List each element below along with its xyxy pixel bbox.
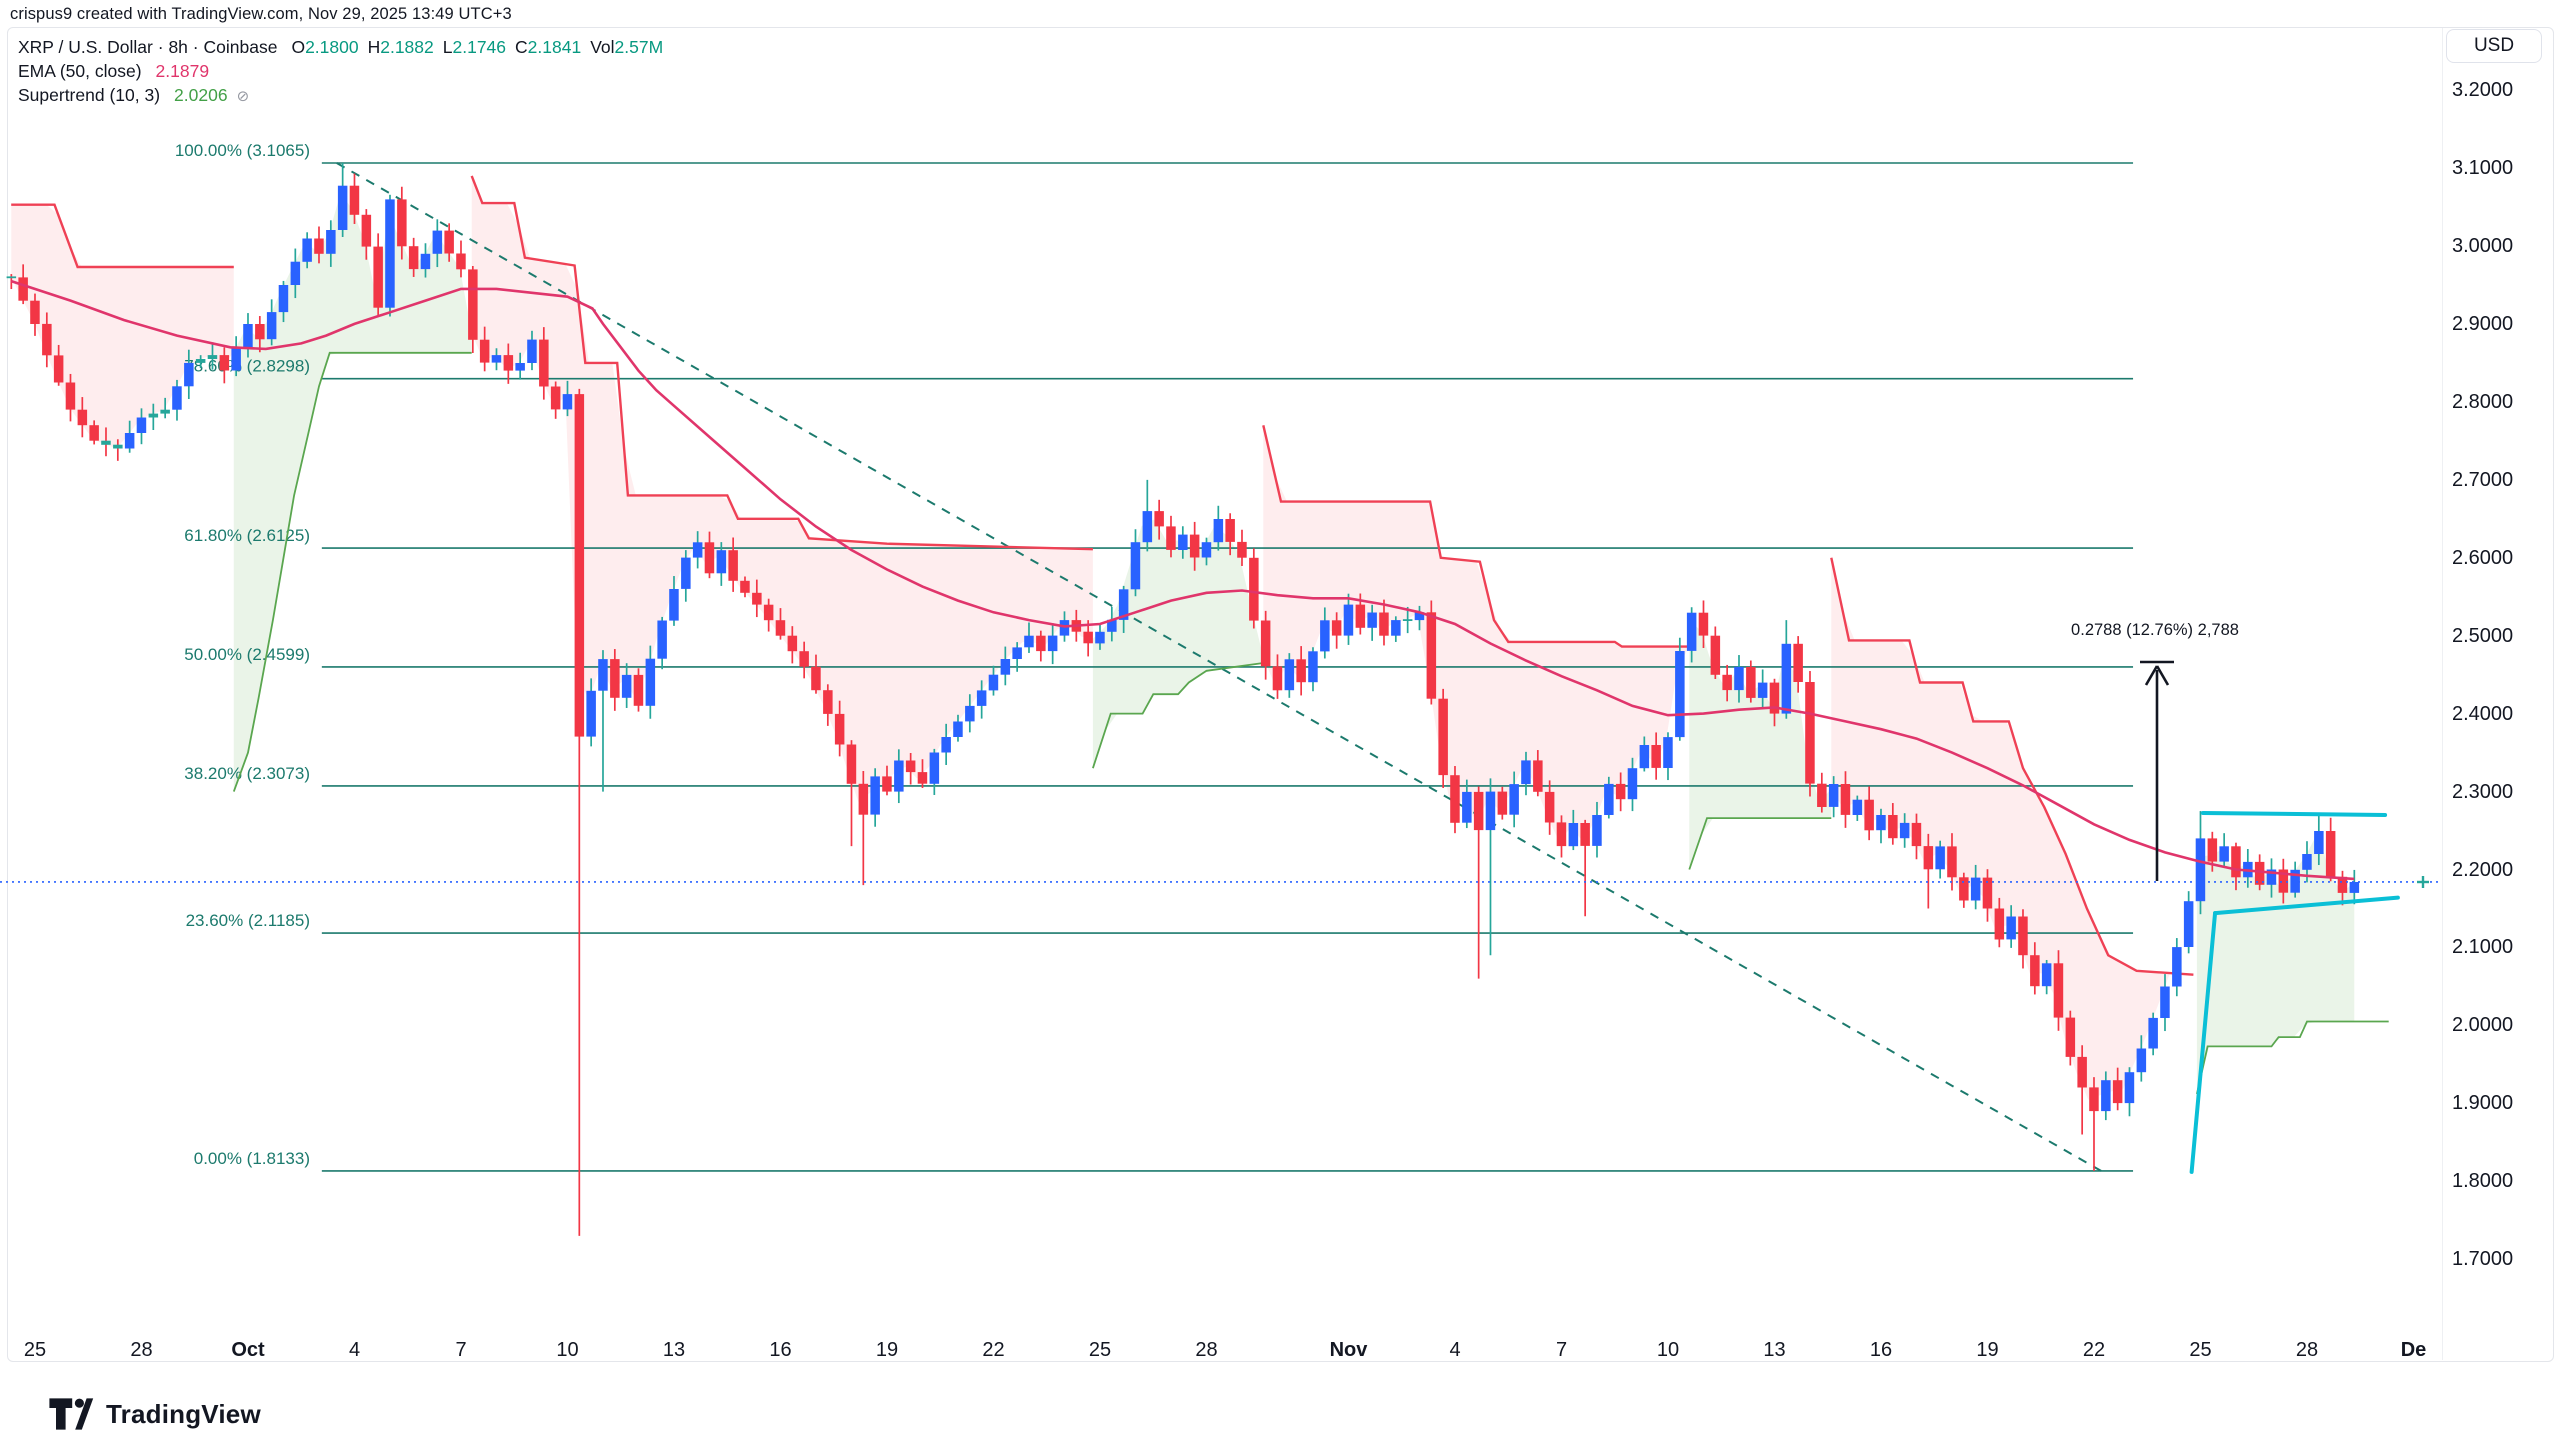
ohlc-letter: H: [367, 37, 381, 57]
price-axis-label: 1.8000: [2452, 1170, 2514, 1193]
time-axis-label: 4: [1449, 1339, 1461, 1361]
time-axis-label: 7: [455, 1339, 467, 1361]
time-axis-label: 16: [769, 1339, 792, 1361]
ohlc-value: 2.1841: [527, 37, 582, 57]
interval-label: 8h: [168, 37, 188, 57]
price-axis-label: 2.5000: [2452, 624, 2514, 647]
time-axis-label: 25: [23, 1339, 47, 1361]
exchange-label: Coinbase: [203, 37, 278, 57]
time-axis-label: 10: [1656, 1339, 1680, 1361]
tradingview-logo-icon: [49, 1398, 94, 1430]
tradingview-logo[interactable]: TradingView: [48, 1396, 261, 1432]
supertrend-label: Supertrend (10, 3): [18, 85, 161, 105]
price-axis-label: 2.2000: [2452, 858, 2514, 881]
vol-label: Vol: [590, 37, 615, 57]
indicator-disabled-icon[interactable]: ⊘: [236, 88, 250, 105]
time-axis-label: 13: [1763, 1339, 1786, 1361]
time-axis-label: 25: [1088, 1339, 1112, 1361]
time-axis-label: 19: [875, 1339, 899, 1361]
legend-supertrend-row[interactable]: Supertrend (10, 3) 2.0206 ⊘: [18, 84, 663, 108]
price-axis-label: 3.1000: [2452, 157, 2514, 180]
price-axis-label: 3.2000: [2452, 79, 2514, 102]
time-axis-label: 16: [1869, 1339, 1893, 1361]
price-axis-label: 2.8000: [2452, 390, 2514, 413]
ohlc-letter: O: [291, 37, 306, 57]
time-axis-label: 13: [662, 1339, 686, 1361]
time-axis-label: 7: [1555, 1339, 1568, 1361]
price-axis-label: 1.9000: [2452, 1092, 2514, 1115]
ohlc-value: 2.1882: [380, 37, 434, 57]
price-axis-label: 2.0000: [2452, 1014, 2514, 1037]
price-axis-label: 2.7000: [2452, 468, 2514, 491]
ohlc-letter: L: [442, 37, 453, 57]
ohlc-value: 2.1800: [305, 37, 359, 57]
price-axis-label: 2.1000: [2452, 936, 2514, 959]
supertrend-value: 2.0206: [174, 85, 228, 105]
credit-line: crispus9 created with TradingView.com, N…: [10, 5, 512, 23]
time-axis-month-label: Nov: [1329, 1339, 1368, 1361]
time-axis-label: 28: [1195, 1339, 1218, 1361]
price-axis-label: 2.9000: [2452, 312, 2514, 335]
time-axis-label: 22: [2082, 1339, 2106, 1361]
measure-annotation-text[interactable]: 0.2788 (12.76%) 2,788: [2071, 621, 2239, 639]
time-axis-label: 22: [982, 1339, 1005, 1361]
price-axis-label: 2.3000: [2452, 780, 2514, 803]
price-axis-label: 3.0000: [2452, 235, 2514, 257]
symbol-title: XRP / U.S. Dollar: [18, 37, 153, 57]
time-axis-label: 25: [2189, 1339, 2212, 1361]
ohlc-letter: C: [515, 37, 528, 57]
ema-label: EMA (50, close): [18, 61, 142, 81]
price-axis-label: 1.7000: [2452, 1248, 2514, 1271]
time-axis-label: 10: [556, 1339, 579, 1361]
legend-ema-row[interactable]: EMA (50, close) 2.1879: [18, 60, 663, 83]
price-axis-label: 2.6000: [2452, 546, 2514, 569]
time-axis-label: 28: [2295, 1339, 2319, 1361]
time-axis-month-label: De: [2400, 1339, 2427, 1361]
time-axis-month-label: Oct: [231, 1339, 265, 1361]
tradingview-logo-text: TradingView: [106, 1398, 261, 1429]
price-axis-label: 2.4000: [2452, 702, 2514, 725]
vol-value: 2.57M: [614, 37, 664, 57]
time-axis-label: 28: [130, 1339, 153, 1361]
currency-toggle-button[interactable]: USD: [2446, 29, 2542, 63]
chart-legend: XRP / U.S. Dollar · 8h · Coinbase O2.1800…: [18, 36, 663, 109]
ema-value: 2.1879: [155, 61, 210, 81]
time-axis-label: 4: [348, 1339, 361, 1361]
price-axis-separator: [2442, 28, 2443, 1360]
time-axis-label: 19: [1976, 1339, 1999, 1361]
ohlc-value: 2.1746: [452, 37, 507, 57]
legend-symbol-row[interactable]: XRP / U.S. Dollar · 8h · Coinbase O2.1800…: [18, 37, 664, 57]
chart-card: [7, 27, 2554, 1362]
